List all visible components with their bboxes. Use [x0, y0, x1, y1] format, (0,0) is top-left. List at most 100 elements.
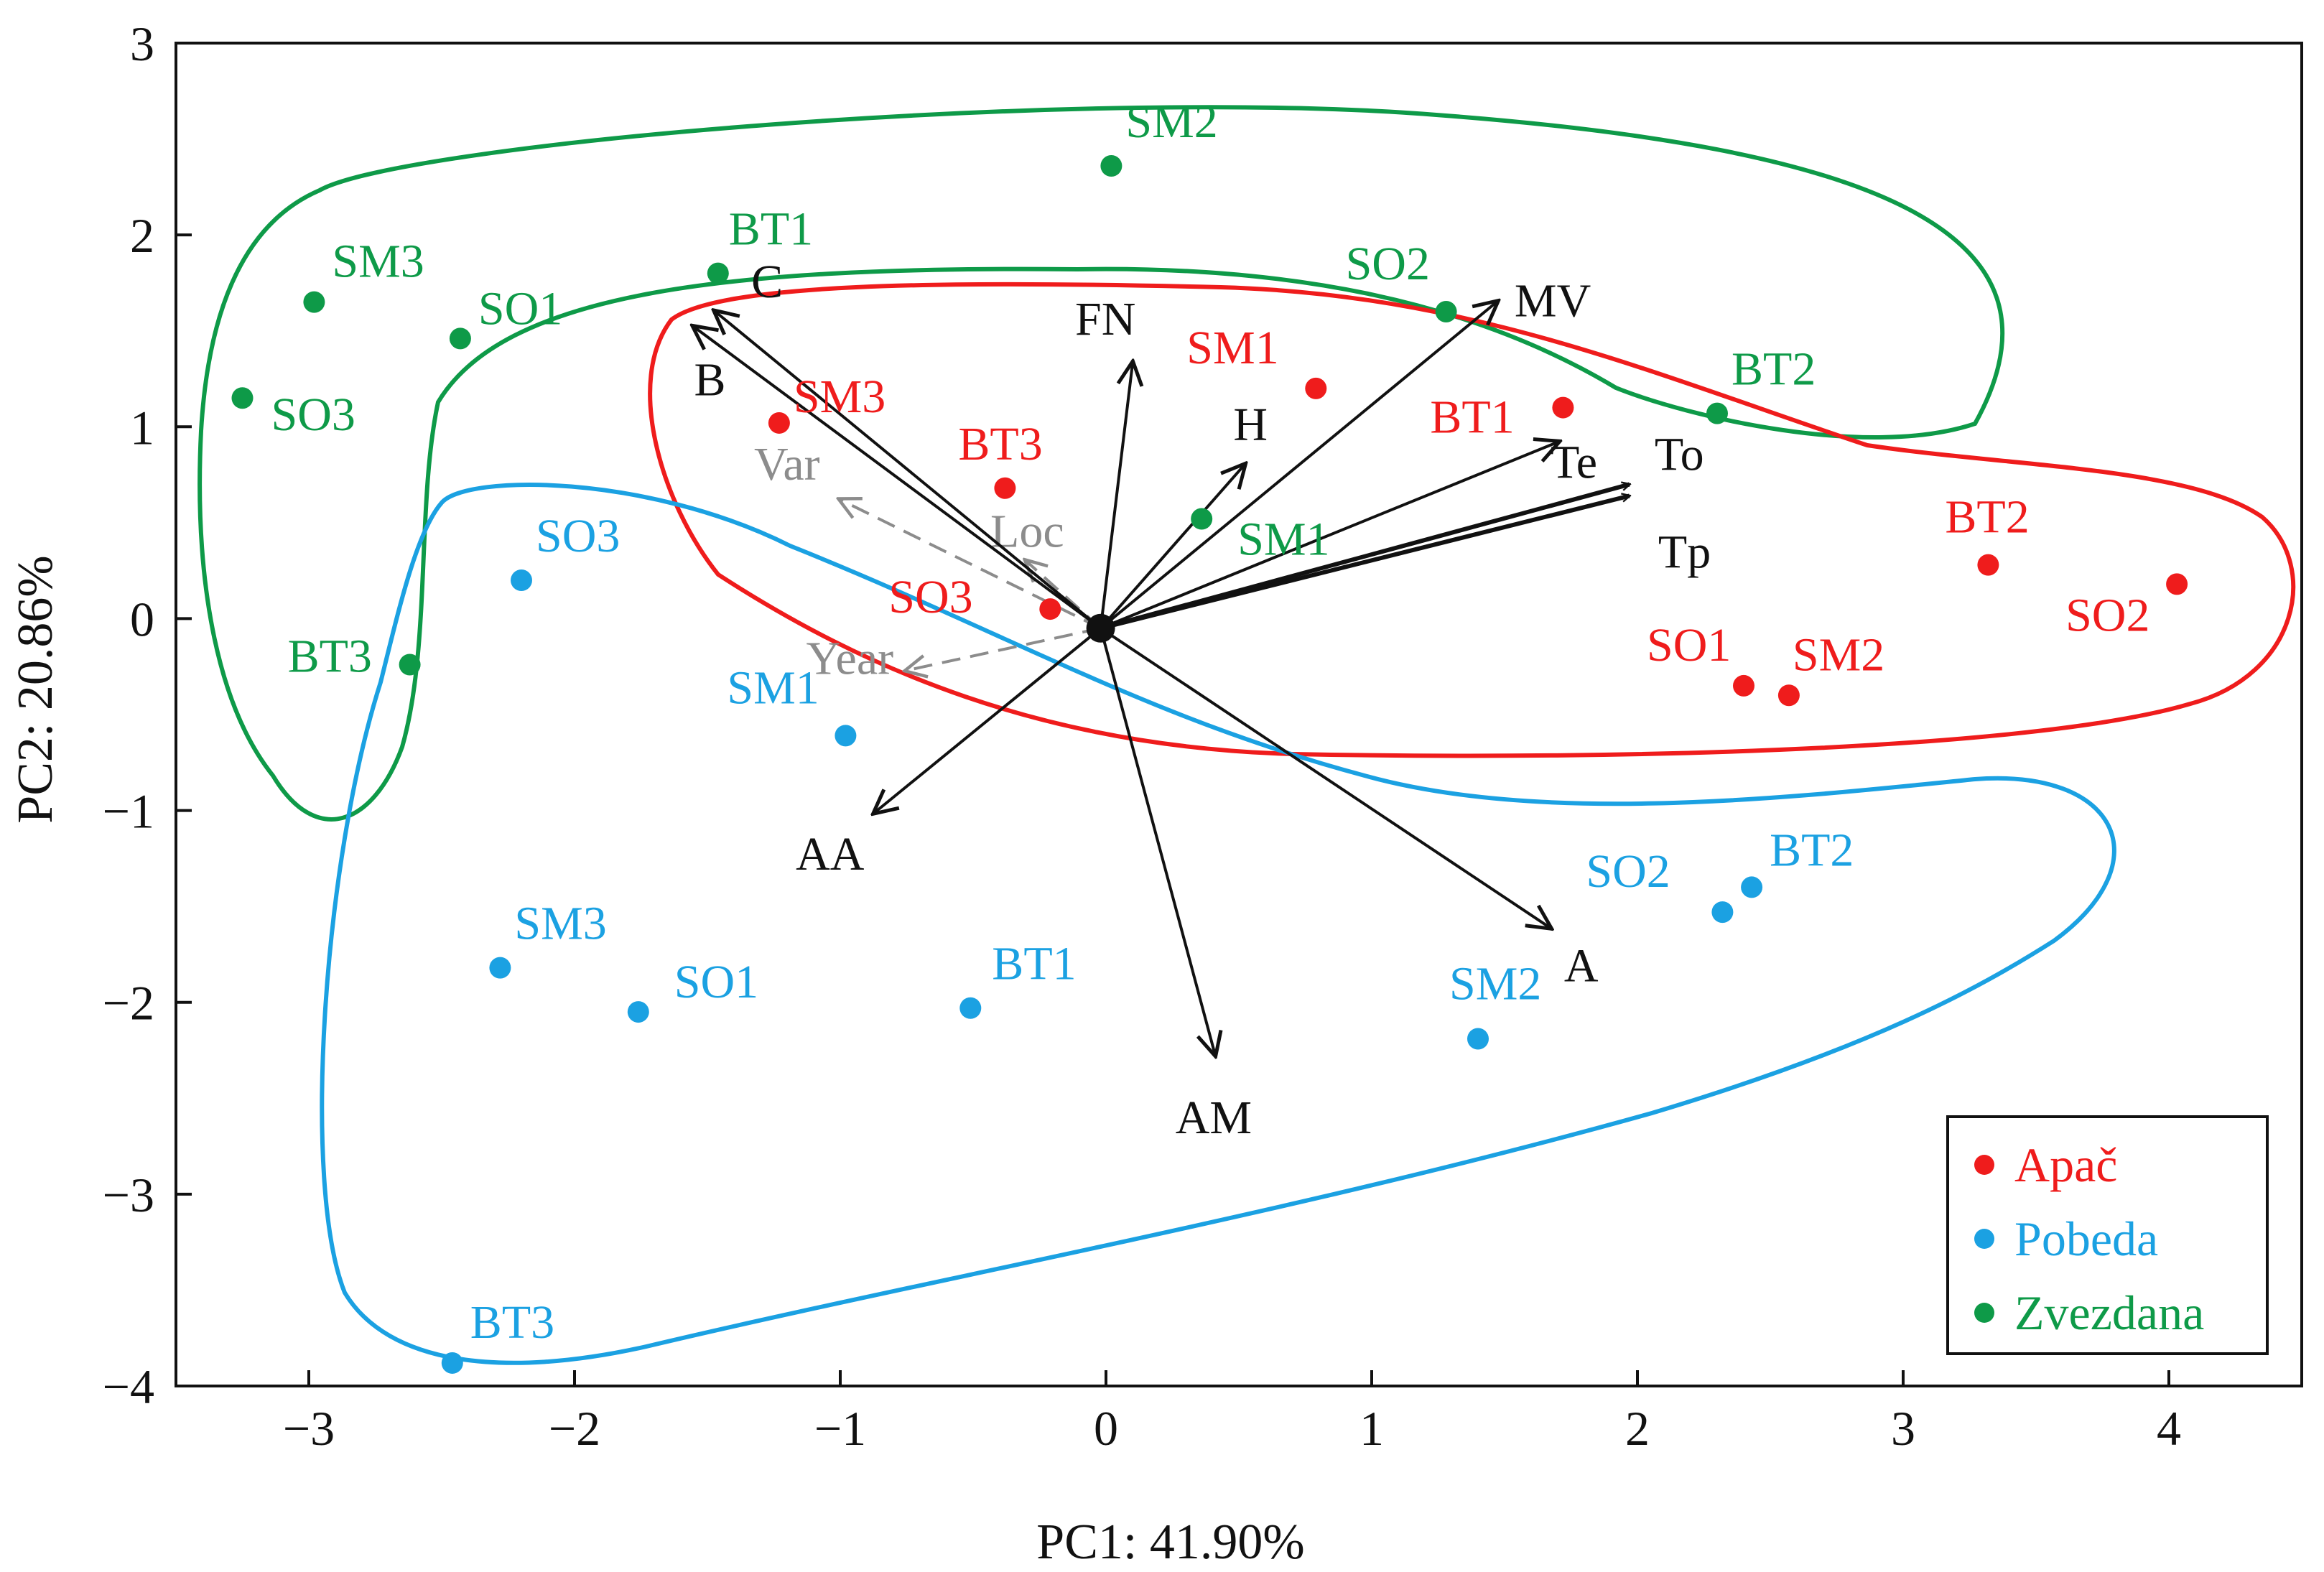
- point-label-zvezdana-so1: SO1: [478, 282, 562, 335]
- point-label-pobeda-so3: SO3: [536, 510, 620, 562]
- loading-label-am: AM: [1176, 1092, 1252, 1144]
- loading-label-aa: AA: [796, 828, 865, 880]
- point-label-zvezdana-sm2: SM2: [1125, 96, 1217, 148]
- loading-label-tp: Tp: [1658, 526, 1711, 578]
- supplementary-vector-var: [840, 500, 1102, 630]
- loading-vector-c: [715, 312, 1102, 630]
- point-label-zvezdana-bt1: BT1: [729, 203, 813, 256]
- point-label-pobeda-bt1: BT1: [992, 938, 1076, 990]
- point-label-apa-sm2: SM2: [1793, 628, 1884, 681]
- point-label-apa-so2: SO2: [2065, 589, 2149, 641]
- point-label-apa-so1: SO1: [1647, 619, 1731, 671]
- point-zvezdana-sm1: [1191, 508, 1213, 530]
- point-apa-bt2: [1977, 554, 1999, 576]
- point-apa-bt1: [1552, 396, 1574, 419]
- x-tick-label: −2: [549, 1401, 600, 1456]
- point-zvezdana-so3: [231, 387, 254, 409]
- apac-envelope: [648, 282, 2295, 758]
- legend-label-apac: Apač: [2014, 1138, 2117, 1192]
- zvezdana-envelope: [197, 105, 2005, 822]
- point-zvezdana-so2: [1435, 301, 1457, 322]
- point-label-apa-bt1: BT1: [1430, 391, 1514, 444]
- point-label-apa-bt3: BT3: [958, 418, 1042, 470]
- x-tick-label: 3: [1891, 1401, 1915, 1456]
- loading-label-te: Te: [1551, 437, 1597, 489]
- point-apa-bt3: [994, 477, 1016, 499]
- x-tick-label: 0: [1094, 1401, 1118, 1456]
- loading-vector-fn: [1099, 363, 1133, 629]
- loading-vector-aa: [875, 627, 1102, 812]
- point-apa-so3: [1039, 598, 1061, 620]
- point-zvezdana-so1: [449, 327, 471, 350]
- y-tick-label: 0: [130, 592, 154, 646]
- point-label-pobeda-bt3: BT3: [470, 1296, 554, 1349]
- point-label-apa-sm1: SM1: [1186, 322, 1278, 374]
- legend-label-zvezdana: Zvezdana: [2014, 1285, 2204, 1340]
- loading-label-a: A: [1564, 940, 1599, 992]
- loading-vector-am: [1099, 628, 1215, 1054]
- point-label-pobeda-bt2: BT2: [1770, 824, 1854, 876]
- point-label-apa-bt2: BT2: [1945, 491, 2029, 544]
- point-pobeda-bt3: [441, 1352, 463, 1374]
- point-pobeda-sm1: [835, 725, 857, 747]
- point-apa-sm2: [1777, 684, 1800, 707]
- loading-label-c: C: [751, 256, 783, 308]
- loading-vector-a: [1100, 627, 1550, 928]
- point-label-zvezdana-sm1: SM1: [1237, 513, 1329, 566]
- point-label-zvezdana-so2: SO2: [1346, 238, 1430, 290]
- legend-marker-apac: [1974, 1155, 1994, 1175]
- x-tick-label: 4: [2157, 1401, 2181, 1456]
- loading-label-to: To: [1655, 428, 1704, 480]
- point-label-apa-sm3: SM3: [794, 371, 886, 423]
- loading-vector-tp: [1100, 496, 1630, 631]
- point-zvezdana-sm3: [303, 291, 325, 313]
- y-tick-label: −3: [103, 1168, 154, 1222]
- legend-box: [1946, 1115, 2269, 1355]
- point-zvezdana-bt1: [707, 262, 729, 284]
- point-apa-so1: [1733, 674, 1754, 697]
- point-apa-so2: [2166, 573, 2188, 595]
- point-label-pobeda-sm2: SM2: [1449, 957, 1541, 1010]
- point-label-pobeda-so2: SO2: [1586, 845, 1670, 898]
- loading-vector-mv: [1100, 302, 1497, 630]
- point-label-pobeda-sm1: SM1: [727, 661, 819, 714]
- y-tick-label: −4: [103, 1359, 154, 1414]
- point-zvezdana-bt3: [399, 654, 421, 676]
- point-label-pobeda-so1: SO1: [674, 956, 758, 1008]
- supplementary-label-year: Year: [807, 633, 894, 685]
- loading-vector-h: [1100, 465, 1245, 630]
- loading-label-mv: MV: [1515, 275, 1591, 327]
- loading-vector-te: [1100, 442, 1558, 630]
- point-apa-sm1: [1305, 377, 1327, 399]
- loading-label-fn: FN: [1075, 293, 1135, 345]
- x-tick-label: −3: [283, 1401, 335, 1456]
- point-pobeda-bt1: [959, 997, 982, 1019]
- plot-frame: [175, 42, 2303, 1387]
- point-label-zvezdana-bt2: BT2: [1732, 343, 1816, 396]
- point-pobeda-so3: [511, 569, 532, 591]
- legend-marker-zvezdana: [1974, 1303, 1994, 1323]
- loading-vector-b: [694, 327, 1102, 630]
- y-axis-title: PC2: 20.86%: [8, 555, 63, 823]
- point-pobeda-bt2: [1741, 876, 1763, 898]
- legend: Apač Pobeda Zvezdana: [1946, 1115, 2269, 1355]
- supplementary-label-var: Var: [754, 438, 820, 490]
- point-pobeda-so2: [1711, 901, 1734, 924]
- legend-label-pobeda: Pobeda: [2014, 1211, 2158, 1266]
- supplementary-vector-year: [907, 626, 1102, 671]
- biplot-origin: [1086, 613, 1115, 643]
- point-label-zvezdana-bt3: BT3: [288, 631, 372, 683]
- loading-label-h: H: [1233, 399, 1268, 451]
- point-label-pobeda-sm3: SM3: [514, 898, 606, 950]
- x-tick-label: 2: [1625, 1401, 1650, 1456]
- pobeda-envelope: [320, 483, 2116, 1365]
- y-tick-label: 1: [130, 400, 154, 455]
- supplementary-label-loc: Loc: [990, 505, 1064, 557]
- point-pobeda-sm2: [1467, 1028, 1489, 1050]
- point-zvezdana-sm2: [1100, 154, 1123, 177]
- x-tick-label: −1: [814, 1401, 866, 1456]
- point-zvezdana-bt2: [1706, 402, 1728, 424]
- y-tick-label: 3: [130, 17, 154, 71]
- y-tick-label: 2: [130, 208, 154, 263]
